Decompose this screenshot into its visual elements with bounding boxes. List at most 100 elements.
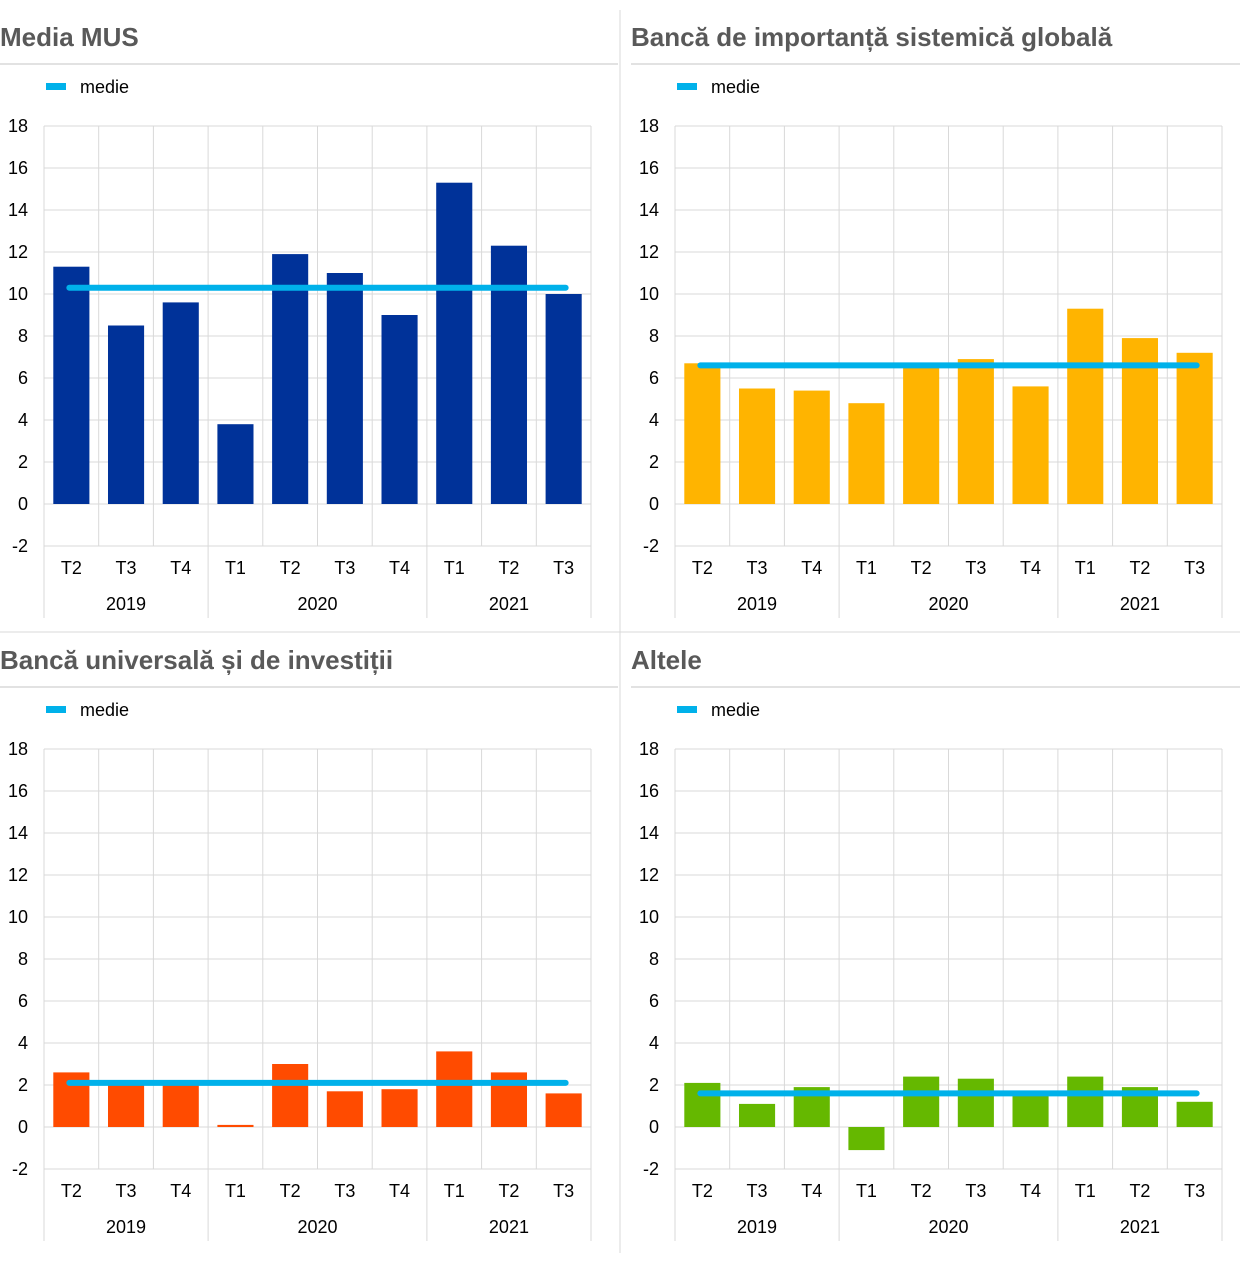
y-tick-label: 8 [649, 949, 659, 969]
year-label: 2020 [928, 1217, 968, 1237]
bar [545, 1093, 582, 1127]
x-tick-label: T2 [61, 1181, 82, 1201]
y-tick-label: 6 [18, 368, 28, 388]
y-tick-label: 10 [639, 284, 659, 304]
year-label: 2019 [106, 594, 146, 614]
x-tick-label: T3 [747, 1181, 768, 1201]
x-tick-label: T1 [1075, 1181, 1096, 1201]
year-label: 2021 [1120, 1217, 1160, 1237]
x-tick-label: T1 [856, 558, 877, 578]
y-tick-label: 4 [18, 1033, 28, 1053]
bar [848, 1127, 885, 1151]
y-tick-label: 2 [649, 452, 659, 472]
bar [272, 1064, 309, 1127]
y-tick-label: 14 [639, 200, 659, 220]
y-tick-label: 12 [8, 242, 28, 262]
bar [903, 367, 940, 504]
legend-label: medie [711, 700, 760, 720]
y-tick-label: 8 [18, 326, 28, 346]
legend-label: medie [80, 700, 129, 720]
y-tick-label: 2 [649, 1075, 659, 1095]
year-label: 2021 [1120, 594, 1160, 614]
legend-swatch [677, 706, 697, 713]
x-tick-label: T4 [1020, 558, 1041, 578]
x-tick-label: T3 [116, 1181, 137, 1201]
x-tick-label: T2 [692, 1181, 713, 1201]
x-tick-label: T2 [498, 558, 519, 578]
bar [381, 315, 418, 504]
y-tick-label: 2 [18, 452, 28, 472]
x-tick-label: T3 [1184, 1181, 1205, 1201]
y-tick-label: 2 [18, 1075, 28, 1095]
y-tick-label: 4 [649, 410, 659, 430]
y-tick-label: 12 [639, 242, 659, 262]
x-tick-label: T3 [116, 558, 137, 578]
x-tick-label: T3 [553, 1181, 574, 1201]
chart-panel-4: Altele medie -2 0 2 4 6 8 10 12 14 16 18 T2 T3 T4 T1 T2 T3… [631, 645, 1240, 1241]
bar [684, 1082, 721, 1127]
y-tick-label: 18 [8, 116, 28, 136]
x-tick-label: T2 [692, 558, 713, 578]
x-tick-label: T3 [1184, 558, 1205, 578]
y-tick-label: -2 [643, 1159, 659, 1179]
year-label: 2020 [928, 594, 968, 614]
y-tick-label: -2 [12, 1159, 28, 1179]
x-tick-label: T4 [1020, 1181, 1041, 1201]
y-tick-label: 14 [639, 823, 659, 843]
bar [957, 359, 994, 504]
x-tick-label: T2 [498, 1181, 519, 1201]
y-tick-label: 10 [8, 284, 28, 304]
y-tick-label: 12 [8, 865, 28, 885]
year-label: 2019 [737, 1217, 777, 1237]
bar [107, 325, 145, 504]
bar [381, 1089, 418, 1127]
x-tick-label: T1 [444, 558, 465, 578]
y-tick-label: 0 [18, 494, 28, 514]
x-tick-label: T3 [334, 558, 355, 578]
legend-swatch [677, 83, 697, 90]
y-tick-label: 18 [8, 739, 28, 759]
bar [903, 1076, 940, 1127]
legend-label: medie [80, 77, 129, 97]
x-tick-label: T2 [1129, 558, 1150, 578]
x-tick-label: T2 [1129, 1181, 1150, 1201]
bar [545, 294, 582, 504]
y-tick-label: 6 [649, 991, 659, 1011]
bar [217, 1124, 254, 1127]
bar [436, 1051, 473, 1127]
x-tick-label: T1 [1075, 558, 1096, 578]
x-tick-label: T2 [911, 1181, 932, 1201]
chart-panel-2: Bancă de importanță sistemică globală med… [631, 22, 1240, 618]
y-tick-label: 16 [639, 781, 659, 801]
legend-swatch [46, 83, 66, 90]
bar [490, 245, 528, 504]
bar [738, 1103, 776, 1127]
bar [738, 388, 776, 504]
y-tick-label: 8 [18, 949, 28, 969]
bar [684, 363, 721, 504]
legend-swatch [46, 706, 66, 713]
y-tick-label: 8 [649, 326, 659, 346]
x-tick-label: T4 [389, 1181, 410, 1201]
x-tick-label: T4 [801, 1181, 822, 1201]
year-label: 2021 [489, 594, 529, 614]
bar [272, 254, 309, 504]
x-tick-label: T3 [747, 558, 768, 578]
y-tick-label: 14 [8, 200, 28, 220]
y-tick-label: 12 [639, 865, 659, 885]
year-label: 2019 [106, 1217, 146, 1237]
panel-title: Media MUS [0, 22, 139, 52]
y-tick-label: 10 [8, 907, 28, 927]
y-tick-label: 10 [639, 907, 659, 927]
x-tick-label: T1 [225, 1181, 246, 1201]
y-tick-label: 4 [18, 410, 28, 430]
bar [326, 1091, 363, 1127]
y-tick-label: -2 [12, 536, 28, 556]
x-tick-label: T4 [389, 558, 410, 578]
x-tick-label: T2 [280, 1181, 301, 1201]
bar [326, 273, 363, 504]
bar [1067, 308, 1104, 504]
panel-title: Bancă de importanță sistemică globală [631, 22, 1113, 52]
x-tick-label: T4 [170, 1181, 191, 1201]
